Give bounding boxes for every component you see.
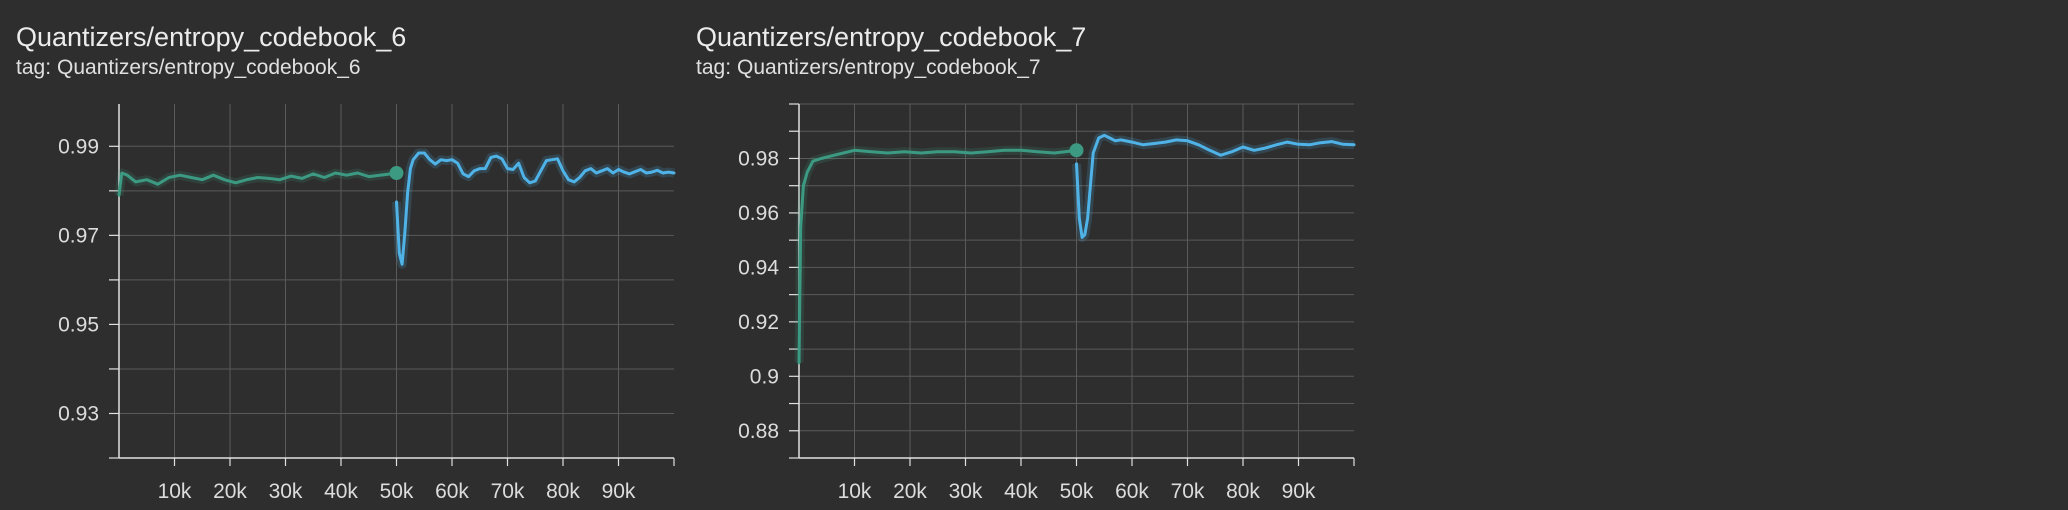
chart-card-entropy-codebook-7: Quantizers/entropy_codebook_7 tag: Quanti…	[696, 0, 1376, 510]
x-tick-label: 60k	[435, 480, 469, 503]
tag-prefix: tag:	[16, 56, 52, 79]
y-tick-label: 0.88	[738, 420, 779, 443]
series-line-0	[797, 148, 1078, 365]
y-tick-label: 0.98	[738, 147, 779, 170]
chart-title: Quantizers/entropy_codebook_6	[16, 22, 407, 52]
chart-tag: tag: Quantizers/entropy_codebook_7	[696, 56, 1041, 80]
x-tick-label: 30k	[949, 480, 983, 503]
grid	[109, 104, 675, 466]
line-plot[interactable]: 0.93 0.95 0.97 0.99 10k 20k 30k 40k 50k 60k 70k 80k…	[16, 0, 696, 510]
series-endpoint-marker	[1069, 143, 1084, 158]
x-tick-label: 40k	[1004, 480, 1038, 503]
chart-title: Quantizers/entropy_codebook_7	[696, 22, 1087, 52]
x-tick-label: 80k	[546, 480, 580, 503]
x-tick-label: 10k	[838, 480, 872, 503]
y-tick-label: 0.9	[750, 365, 779, 388]
x-tick-label: 40k	[324, 480, 358, 503]
y-tick-label: 0.94	[738, 256, 779, 279]
x-tick-label: 90k	[1282, 480, 1316, 503]
x-tick-label: 80k	[1226, 480, 1260, 503]
y-tick-label: 0.93	[58, 402, 99, 425]
y-tick-label: 0.95	[58, 313, 99, 336]
x-tick-label: 70k	[1171, 480, 1205, 503]
tag-prefix: tag:	[696, 56, 732, 79]
line-plot[interactable]: 0.88 0.9 0.92 0.94 0.96 0.98 10k 20k 30k 40k 50k 60…	[696, 0, 1376, 510]
tag-value: Quantizers/entropy_codebook_7	[737, 56, 1041, 79]
x-tick-label: 60k	[1115, 480, 1149, 503]
series-band-1	[1072, 130, 1355, 242]
series-endpoint-marker	[389, 166, 404, 181]
y-tick-label: 0.92	[738, 311, 779, 334]
x-tick-label: 50k	[1060, 480, 1094, 503]
y-tick-label: 0.99	[58, 135, 99, 158]
x-tick-label: 50k	[380, 480, 414, 503]
x-tick-label: 30k	[269, 480, 303, 503]
x-tick-label: 70k	[491, 480, 525, 503]
chart-tag: tag: Quantizers/entropy_codebook_6	[16, 56, 361, 80]
series-band-1	[392, 148, 675, 269]
x-tick-label: 10k	[158, 480, 192, 503]
grid	[789, 103, 1355, 466]
x-tick-label: 90k	[602, 480, 636, 503]
series-line-1	[1075, 133, 1356, 239]
series-line-0	[117, 171, 398, 197]
chart-card-entropy-codebook-6: Quantizers/entropy_codebook_6 tag: Quanti…	[16, 0, 696, 510]
x-tick-label: 20k	[213, 480, 247, 503]
x-tick-label: 20k	[893, 480, 927, 503]
series-band-0	[794, 145, 1078, 363]
y-tick-label: 0.96	[738, 202, 779, 225]
y-tick-label: 0.97	[58, 224, 99, 247]
tag-value: Quantizers/entropy_codebook_6	[57, 56, 361, 79]
series-line-1	[395, 151, 676, 266]
